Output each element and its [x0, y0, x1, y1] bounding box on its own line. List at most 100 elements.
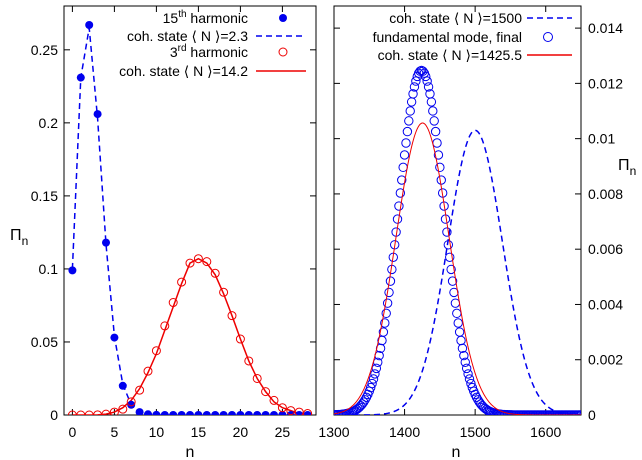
right-series-point-1 [415, 66, 425, 76]
left-series-point-0 [211, 411, 220, 415]
right-series-point-1 [384, 287, 394, 298]
right-y-tick-label: 0.012 [588, 75, 623, 91]
right-legend-label-0: coh. state ⟨ N ⟩=1500 [389, 10, 522, 26]
right-legend-label-2: coh. state ⟨ N ⟩=1425.5 [378, 47, 523, 63]
left-series-point-2 [135, 385, 145, 395]
right-y-tick-label: 0.014 [588, 20, 623, 36]
left-series-point-2 [76, 410, 86, 415]
left-x-tick-label: 25 [275, 424, 291, 440]
right-y-tick-label: 0 [588, 407, 596, 423]
right-series-point-1 [358, 397, 369, 407]
left-series-point-0 [219, 411, 228, 415]
left-series-point-2 [143, 366, 153, 376]
right-series-line-0 [334, 129, 581, 415]
left-series-line-1 [71, 27, 174, 415]
left-series-point-2 [244, 356, 254, 366]
left-y-tick-label: 0.2 [39, 115, 59, 131]
left-series-point-2 [118, 404, 128, 414]
right-series-point-1 [484, 406, 494, 415]
left-x-tick-label: 10 [149, 424, 165, 440]
right-x-tick-label: 1400 [389, 424, 420, 440]
right-y-axis-label: Πn [618, 157, 636, 178]
left-series-point-2 [252, 373, 262, 383]
left-series-line-3 [72, 257, 308, 415]
right-series-point-1 [464, 374, 475, 384]
right-series-point-1 [408, 89, 418, 99]
left-legend-label-1: coh. state ⟨ N ⟩=2.3 [127, 28, 248, 44]
right-series-point-1 [380, 318, 390, 328]
left-series-point-0 [144, 410, 152, 415]
right-series-point-1 [436, 175, 446, 185]
right-series-point-1 [445, 252, 455, 262]
left-series-point-2 [109, 407, 119, 415]
left-series-point-0 [228, 411, 236, 415]
left-legend-label-2: 3rd harmonic [170, 43, 248, 60]
left-legend-marker-0 [279, 14, 287, 22]
left-series-point-0 [93, 110, 102, 119]
right-series-point-1 [421, 71, 431, 82]
left-series-point-2 [202, 257, 212, 267]
left-series-point-2 [227, 311, 237, 321]
right-series-point-1 [446, 264, 456, 275]
left-x-tick-label: 0 [69, 424, 77, 440]
right-series-point-1 [398, 162, 408, 173]
left-series-point-2 [160, 321, 170, 331]
left-series-point-2 [269, 395, 279, 405]
right-series-point-1 [432, 138, 442, 148]
left-series-point-2 [185, 258, 195, 268]
left-series-point-0 [118, 381, 127, 390]
right-series-point-1 [443, 240, 454, 250]
left-series-point-2 [67, 410, 77, 415]
right-y-tick-label: 0.008 [588, 186, 623, 202]
right-series-point-1 [435, 162, 445, 173]
right-series-point-1 [406, 97, 417, 107]
left-y-tick-label: 0.25 [31, 42, 58, 58]
left-series-point-2 [303, 409, 313, 415]
right-series-point-1 [428, 106, 438, 116]
right-legend-label-1: fundamental mode, final [373, 29, 522, 45]
right-y-tick-label: 0.002 [588, 352, 623, 368]
right-series-point-1 [365, 382, 376, 393]
right-series-point-1 [397, 175, 407, 185]
left-series-point-0 [135, 408, 144, 415]
left-series-point-2 [126, 397, 136, 407]
left-y-axis-label: Πn [10, 227, 28, 248]
right-series-point-1 [371, 363, 382, 374]
right-series-point-1 [409, 82, 420, 92]
left-series-point-0 [127, 400, 136, 409]
left-series-point-0 [236, 411, 245, 415]
right-series-point-1 [454, 327, 465, 337]
right-series-point-1 [450, 298, 461, 308]
right-series-point-1 [418, 66, 428, 76]
right-series-point-1 [442, 227, 452, 237]
left-series-point-0 [202, 411, 211, 415]
left-x-tick-label: 20 [233, 424, 249, 440]
right-series-point-1 [370, 369, 380, 379]
left-series-point-2 [151, 346, 161, 356]
right-series-point-1 [463, 369, 473, 379]
left-series-point-0 [169, 411, 178, 415]
left-plot-area [67, 20, 313, 415]
right-series-point-1 [460, 357, 470, 367]
left-series-point-0 [160, 411, 169, 415]
left-y-tick-label: 0.1 [39, 261, 59, 277]
right-series-point-1 [401, 138, 411, 148]
left-series-point-2 [193, 254, 203, 264]
left-series-point-0 [102, 238, 110, 247]
left-series-point-0 [110, 333, 119, 342]
left-series-point-2 [261, 387, 271, 397]
left-series-point-2 [235, 334, 245, 344]
left-series-point-2 [286, 406, 296, 415]
right-series-point-1 [485, 407, 496, 415]
left-series-point-0 [303, 411, 312, 415]
left-y-tick-label: 0 [50, 407, 58, 423]
left-series-point-2 [219, 287, 229, 297]
left-series-point-0 [68, 266, 77, 275]
left-series-point-0 [270, 411, 278, 415]
left-legend-label-3: coh. state ⟨ N ⟩=14.2 [119, 63, 248, 79]
left-series-point-2 [210, 268, 220, 278]
right-series-point-1 [471, 392, 482, 403]
left-series-point-0 [244, 411, 253, 415]
right-y-tick-label: 0.01 [588, 131, 615, 147]
right-series-point-1 [459, 350, 469, 361]
